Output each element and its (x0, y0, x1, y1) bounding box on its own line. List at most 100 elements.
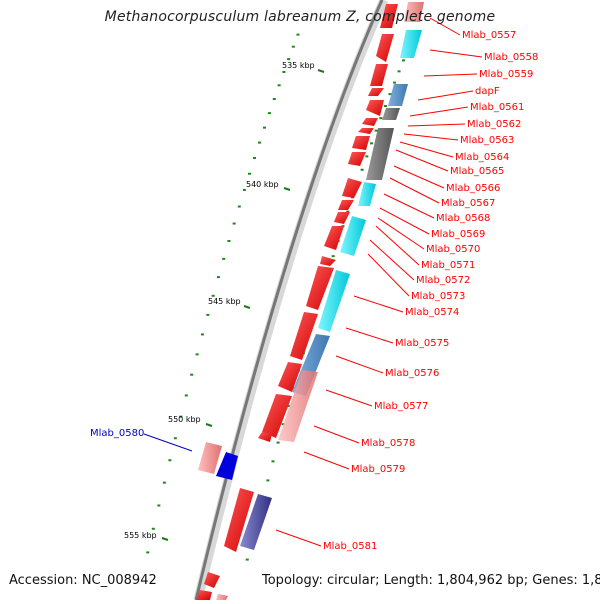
gc-dot (271, 460, 275, 463)
gene-arrow-forward[interactable] (376, 34, 394, 62)
gene-label[interactable]: Mlab_0557 (462, 30, 516, 41)
gene-arrow-forward[interactable] (196, 590, 212, 600)
gene-arrow-forward[interactable] (204, 572, 220, 588)
gc-dot (397, 70, 401, 73)
gc-dot (195, 353, 199, 356)
gene-label[interactable]: Mlab_0575 (395, 338, 449, 349)
gene-label[interactable]: Mlab_0573 (411, 291, 465, 302)
gene-feature-cyan[interactable] (358, 182, 376, 206)
gene-label[interactable]: Mlab_0561 (470, 102, 524, 113)
gene-label[interactable]: Mlab_0570 (426, 244, 480, 255)
gene-arrow-forward[interactable] (358, 128, 374, 134)
gene-arrow-forward[interactable] (290, 312, 318, 360)
gc-dot (247, 172, 251, 175)
gene-feature-pink[interactable] (404, 2, 424, 22)
gene-arrow-forward[interactable] (348, 152, 366, 166)
gene-label[interactable]: Mlab_0574 (405, 307, 459, 318)
tick-label: 555 kbp (124, 531, 157, 540)
gc-dot (173, 437, 177, 440)
gene-arrow-forward[interactable] (324, 226, 344, 250)
gene-label[interactable]: Mlab_0559 (479, 69, 533, 80)
gc-dot (282, 71, 286, 74)
gene-feature-pink[interactable] (278, 370, 318, 442)
gene-feature-rna[interactable] (388, 84, 408, 106)
gc-dot (206, 313, 210, 316)
label-leader-line (423, 73, 478, 77)
gene-arrow-forward[interactable] (258, 432, 272, 442)
label-leader-line (325, 389, 373, 407)
gene-label[interactable]: Mlab_0576 (385, 368, 439, 379)
gc-dot (272, 97, 276, 100)
gene-label[interactable]: Mlab_0565 (450, 166, 504, 177)
label-leader-line (393, 165, 445, 189)
gene-arrow-forward[interactable] (306, 266, 334, 310)
gene-arrow-highlighted[interactable] (216, 452, 238, 480)
gc-dot (346, 210, 350, 213)
gene-arrow-forward[interactable] (362, 118, 378, 126)
highlighted-gene-label[interactable]: Mlab_0580 (90, 428, 144, 439)
label-leader-line (353, 295, 404, 313)
gene-label[interactable]: Mlab_0579 (351, 464, 405, 475)
gene-label[interactable]: Mlab_0581 (323, 541, 377, 552)
gc-dot (383, 105, 387, 107)
gc-dot (162, 481, 166, 484)
gene-label[interactable]: Mlab_0558 (484, 52, 538, 63)
gene-arrow-forward[interactable] (380, 4, 398, 28)
gene-arrow-forward[interactable] (224, 488, 254, 552)
label-leader-line (275, 529, 322, 547)
gene-arrow-forward[interactable] (262, 394, 292, 438)
gene-feature-navy[interactable] (240, 494, 272, 550)
gc-dot (245, 558, 249, 561)
gc-dot (331, 255, 335, 258)
gene-feature-pink[interactable] (198, 442, 222, 474)
gene-feature-pseudo[interactable] (366, 128, 394, 180)
scale-tick-labels: 535 kbp 540 kbp 545 kbp 550 kbp 555 kbp (124, 61, 315, 540)
label-leader-line (429, 17, 461, 36)
gene-label[interactable]: Mlab_0568 (436, 213, 490, 224)
gc-dot (216, 276, 220, 279)
gene-arrow-forward[interactable] (352, 136, 370, 150)
gene-feature-cyan[interactable] (400, 30, 422, 58)
label-leader-line (403, 133, 459, 141)
gene-arrow-forward[interactable] (342, 178, 362, 198)
gene-label[interactable]: Mlab_0572 (416, 275, 470, 286)
gene-label[interactable]: Mlab_0562 (467, 119, 521, 130)
label-leader-line (399, 141, 454, 158)
gc-dot (401, 59, 405, 62)
gene-arrow-forward[interactable] (370, 64, 388, 86)
label-leader-line (379, 207, 430, 235)
gene-label[interactable]: Mlab_0564 (455, 152, 509, 163)
gene-label[interactable]: Mlab_0567 (441, 198, 495, 209)
gene-arrow-forward[interactable] (338, 200, 354, 210)
gene-label[interactable]: Mlab_0577 (374, 401, 428, 412)
scale-ticks (161, 69, 325, 541)
gene-feature-cyan[interactable] (318, 270, 350, 332)
gene-arrow-forward[interactable] (334, 212, 350, 224)
gene-label[interactable]: Mlab_0571 (421, 260, 475, 271)
gene-arrow-forward[interactable] (320, 256, 336, 266)
gc-dot (168, 459, 172, 462)
gc-dot (237, 205, 241, 208)
gene-arrow-forward[interactable] (368, 88, 384, 96)
gene-label[interactable]: Mlab_0578 (361, 438, 415, 449)
gc-dot (179, 415, 183, 418)
gene-labels: Mlab_0557 Mlab_0558 Mlab_0559 dapF Mlab_0561… (275, 17, 538, 552)
label-leader-line (303, 451, 350, 470)
tick-label: 535 kbp (282, 61, 315, 70)
tick-label: 540 kbp (246, 180, 279, 189)
gc-dot (267, 112, 271, 115)
gc-dot (227, 240, 231, 242)
gene-arrow-forward[interactable] (366, 100, 384, 116)
gene-label[interactable]: Mlab_0569 (431, 229, 485, 240)
label-leader-line (417, 90, 474, 101)
gc-dot (287, 58, 291, 61)
gc-dot (258, 141, 262, 144)
gene-feature-pink[interactable] (216, 594, 228, 600)
gene-feature-cyan[interactable] (340, 216, 366, 256)
gene-feature-pseudo[interactable] (382, 108, 400, 120)
gene-arrow-forward[interactable] (278, 362, 302, 392)
gene-label[interactable]: dapF (475, 86, 500, 97)
gene-label[interactable]: Mlab_0566 (446, 183, 500, 194)
gene-label[interactable]: Mlab_0563 (460, 135, 514, 146)
label-leader-line (407, 123, 466, 127)
